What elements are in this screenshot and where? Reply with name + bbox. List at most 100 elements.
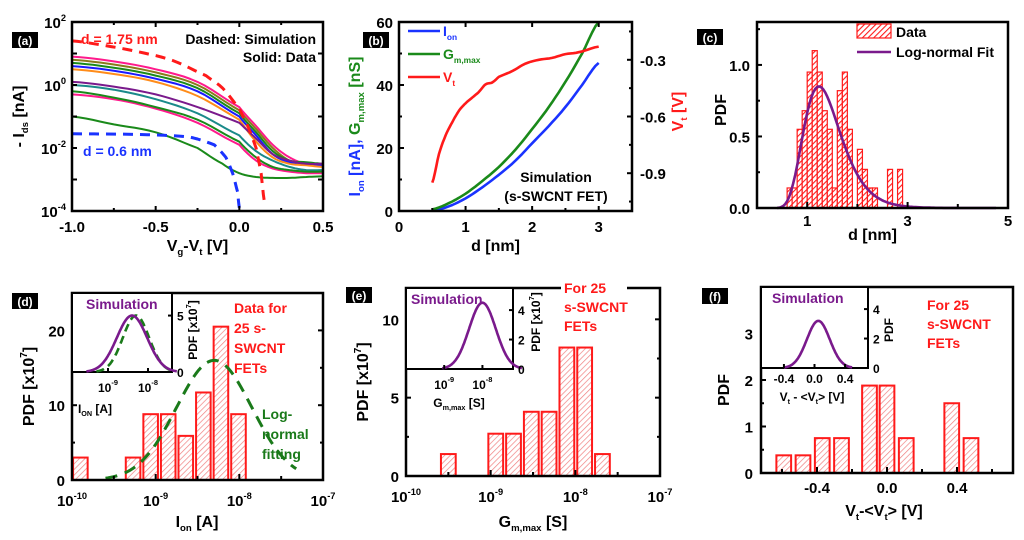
panel-label: (e) [352,289,367,303]
panel-b: (b) 0 1 2 3 0 20 40 60 -0.9 -0.6 -0.3 d [nm] Ion [nA]… [347,15,690,255]
y-tick-label: 0 [391,469,399,486]
y-axis-title: PDF [716,374,733,406]
legend-label-fit: Log-normal Fit [896,44,994,60]
series-line-g-m-max [431,21,600,211]
panel-label-bg [12,32,38,48]
inset-x-tick-label: 0.0 [806,372,823,386]
inset-x-tick-label: 10-8 [138,378,158,395]
inset-y-tick-label: 2 [873,333,880,347]
y-axis-title: PDF [x107] [19,347,38,426]
histogram-bar [896,168,904,209]
legend-swatch-data [856,23,892,39]
x-tick-label: 0 [395,219,403,236]
plot-frame [755,20,1010,210]
x-tick-label: 2 [528,219,536,236]
x-axis-title: Vg-Vt [V] [167,238,229,258]
annotation-data: FETs [564,318,597,334]
x-tick-label: 0.0 [229,219,250,236]
x-tick-label: 3 [595,219,603,236]
histogram-bar [177,434,195,482]
x-tick-label: 5 [1004,213,1012,230]
panel-label-bg [346,287,372,303]
annotation-data: FETs [927,335,960,351]
y2-axis-title: Vt [V] [670,92,690,132]
x-tick-label: 3 [903,213,911,230]
y-tick-label: 100 [44,76,66,95]
inset-y-axis-title: PDF [x107] [527,292,543,352]
plot-area [72,39,323,208]
inset-x-tick-label: 0.4 [837,372,854,386]
y-tick-label: 10 [48,398,65,415]
panel-c: (c) 1 3 5 0.0 0.5 1.0 d [nm] PDF Data Log-normal F… [697,20,1012,244]
x-tick-label: 0.5 [313,219,334,236]
y-axis-title: - Ids [nA] [11,86,31,148]
panel-label-bg [363,32,389,48]
histogram-bar [811,50,818,209]
inset-simulation-line [441,301,523,370]
annotation-simulation: Simulation [520,169,592,185]
annotation-fit: Log- [262,406,293,422]
x-axis-title: d [nm] [471,238,520,255]
inset-simulation-line [85,314,178,373]
x-tick-label: 0.4 [947,480,969,497]
histogram-bar [522,410,540,477]
y2-tick-label: -0.9 [640,166,666,183]
histogram-bar [505,432,522,478]
label-d175: d = 1.75 nm [81,31,158,47]
histogram-bar [576,346,594,477]
y-tick-label: 10-4 [41,202,67,221]
annotation-fit: normal [262,426,309,442]
x-tick-label: 10-8 [227,491,252,510]
inset-title: Simulation [411,291,483,307]
lognormal-fit-line [105,358,298,480]
y-axis-title: PDF [x107] [353,342,372,421]
histogram-bar [833,437,850,474]
y-tick-label: 10 [382,312,399,329]
inset-y-tick-label: 0 [873,362,880,376]
inset-y-tick-label: 0 [518,363,525,377]
histogram-bar [142,413,159,481]
series-line-v-t [431,45,599,184]
inset-x-tick-label: 10-9 [434,375,454,392]
data-line-6 [72,84,323,172]
histogram-bar [861,384,878,474]
x-tick-label: 1 [461,219,469,236]
panel-label: (f) [709,290,721,304]
inset-simulation-line [783,319,853,369]
x-tick-label: 0.0 [877,480,898,497]
y-axis-title: PDF [713,94,730,126]
histogram-bar [212,325,230,481]
x-tick-label: 1 [803,213,811,230]
x-tick-label: 10-10 [57,491,87,510]
x-tick-label: 10-8 [563,487,588,506]
annotation-data: For 25 [927,297,969,313]
annotation-bg [561,282,627,294]
y-tick-label: 60 [376,15,393,32]
inset-y-axis-title: PDF [x107] [184,300,200,360]
inset-x-tick-label: -0.4 [774,372,795,386]
inset-title: Simulation [86,296,158,312]
y-tick-label: 0 [745,466,753,483]
panel-e: (e) 10-10 10-9 10-8 10-7 0 5 10 PDF [x107] 10-9 10… [346,280,672,534]
annotation-data: FETs [234,360,267,376]
histogram-bar [594,453,611,478]
data-line-5 [72,80,323,165]
histogram-bar [962,437,980,474]
x-tick-label: -1.0 [59,219,85,236]
annotation-data: Data for [234,300,287,316]
histogram-bar [826,128,833,209]
histogram-bar [540,410,558,477]
y-tick-label: 20 [48,323,65,340]
inset-x-tick-label: 10-9 [98,378,118,395]
inset-y-axis-title: PDF [882,318,896,342]
histogram-bar [836,90,843,209]
annotation-device: (s-SWCNT FET) [504,188,607,204]
histogram-bar [72,456,89,481]
legend-label: Gm,max [443,46,481,65]
y-tick-label: 5 [391,391,399,408]
histogram-bar [195,391,212,482]
histogram-bar [821,110,828,209]
panel-label-bg [12,293,38,309]
histogram-bar [943,402,961,474]
